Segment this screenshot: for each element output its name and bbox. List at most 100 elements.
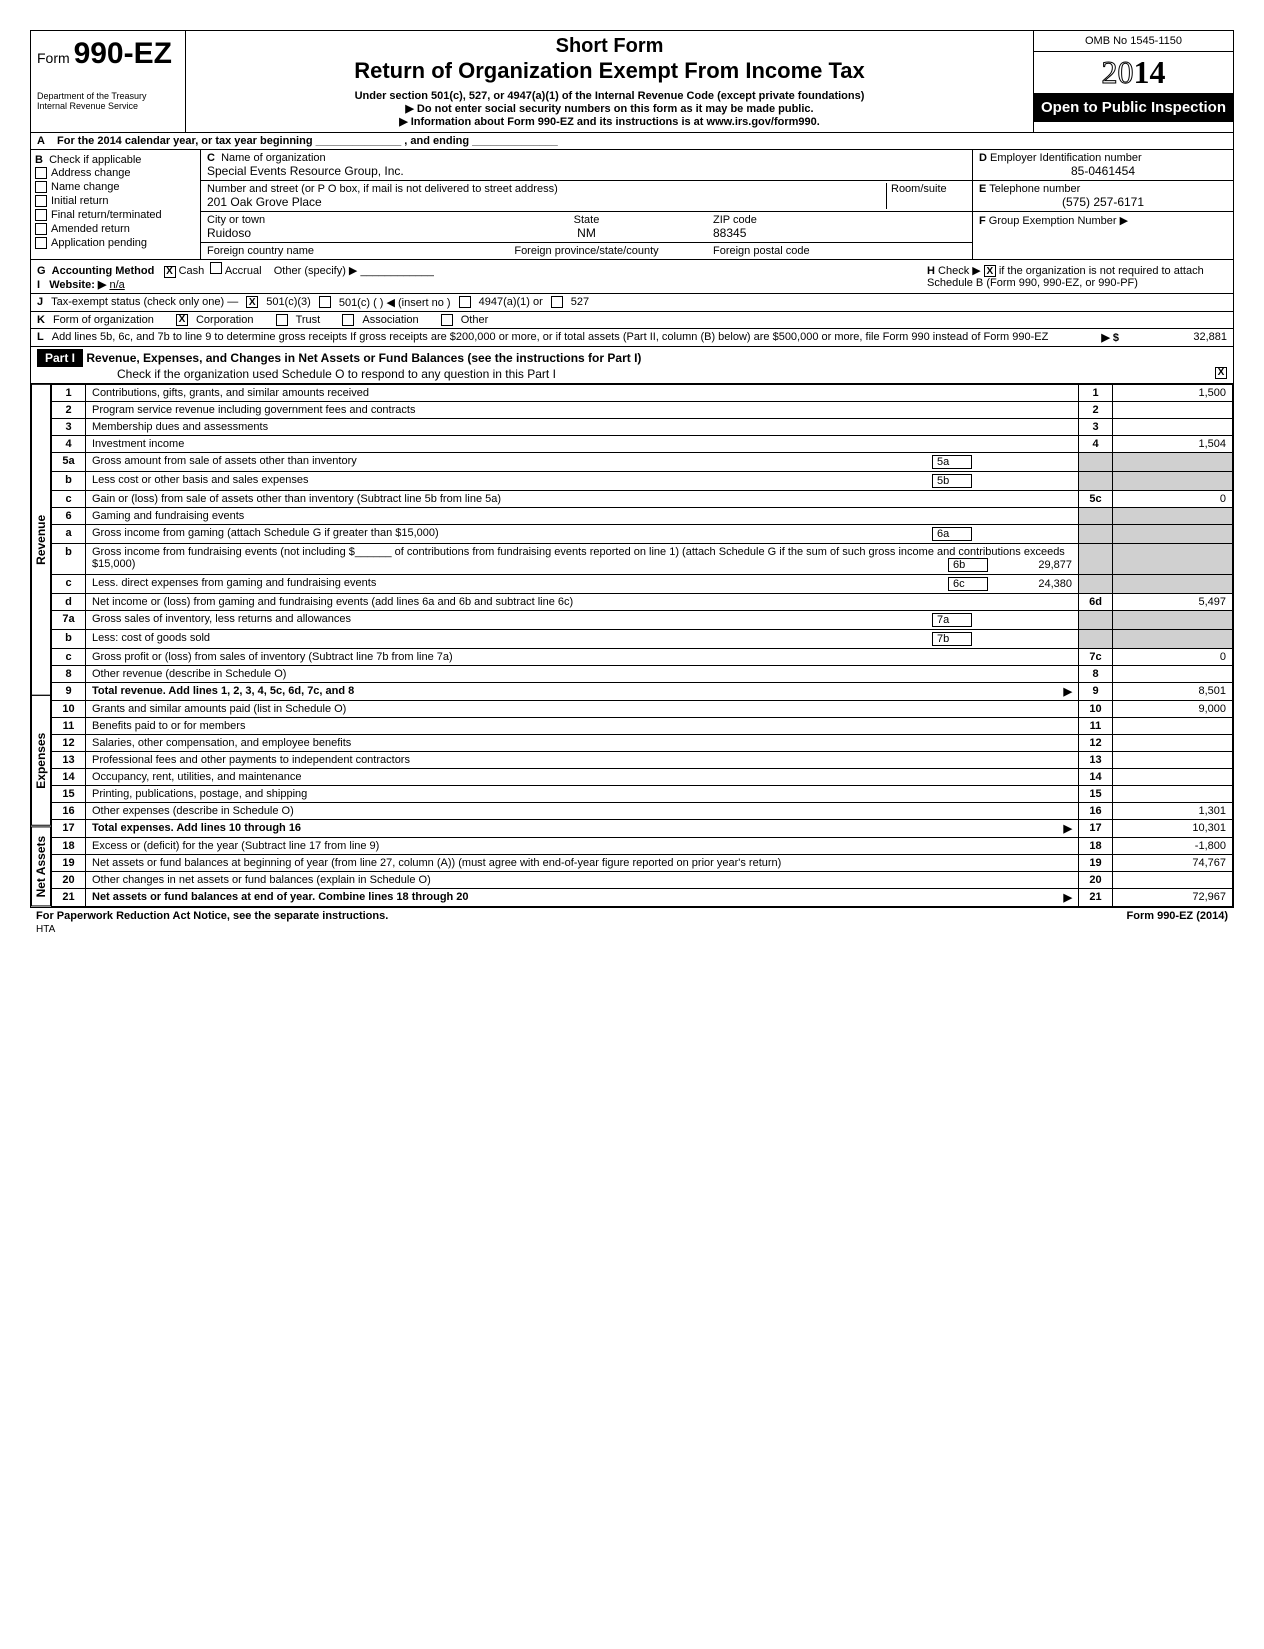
subtitle: Under section 501(c), 527, or 4947(a)(1)… bbox=[194, 90, 1025, 102]
foreign-postal-label: Foreign postal code bbox=[713, 245, 966, 257]
header-center: Short Form Return of Organization Exempt… bbox=[186, 31, 1033, 132]
g-label: Accounting Method bbox=[52, 265, 155, 277]
cb-app-pending[interactable]: Application pending bbox=[35, 236, 196, 250]
l-value: 32,881 bbox=[1127, 331, 1227, 343]
line-12: 12Salaries, other compensation, and empl… bbox=[52, 734, 1233, 751]
addr-label: Number and street (or P O box, if mail i… bbox=[207, 183, 558, 195]
line-1: 1Contributions, gifts, grants, and simil… bbox=[52, 384, 1233, 401]
footer-right: Form 990-EZ (2014) bbox=[1127, 910, 1228, 922]
line-11: 11Benefits paid to or for members11 bbox=[52, 717, 1233, 734]
zip: 88345 bbox=[713, 226, 746, 240]
room-label: Room/suite bbox=[886, 183, 966, 209]
cb-corp[interactable]: X bbox=[176, 314, 188, 326]
state: NM bbox=[577, 226, 596, 240]
side-expenses: Expenses bbox=[31, 695, 51, 826]
cb-initial-return[interactable]: Initial return bbox=[35, 194, 196, 208]
city: Ruidoso bbox=[207, 226, 251, 240]
part1-header-row: Part I Revenue, Expenses, and Changes in… bbox=[31, 347, 1233, 384]
part1-label: Part I bbox=[37, 349, 83, 367]
cb-accrual[interactable] bbox=[210, 262, 222, 274]
cb-final-return[interactable]: Final return/terminated bbox=[35, 208, 196, 222]
line-6a: aGross income from gaming (attach Schedu… bbox=[52, 524, 1233, 543]
foreign-country-label: Foreign country name bbox=[207, 245, 460, 257]
row-j: J Tax-exempt status (check only one) — X… bbox=[31, 294, 1233, 312]
row-a-text: For the 2014 calendar year, or tax year … bbox=[57, 135, 558, 147]
return-title: Return of Organization Exempt From Incom… bbox=[194, 58, 1025, 84]
line-19: 19Net assets or fund balances at beginni… bbox=[52, 854, 1233, 871]
section-bcdef: B Check if applicable Address change Nam… bbox=[31, 150, 1233, 260]
line-6c: cLess. direct expenses from gaming and f… bbox=[52, 574, 1233, 593]
cb-address-change[interactable]: Address change bbox=[35, 166, 196, 180]
line-3: 3Membership dues and assessments3 bbox=[52, 418, 1233, 435]
part1-title: Revenue, Expenses, and Changes in Net As… bbox=[86, 351, 641, 365]
line-14: 14Occupancy, rent, utilities, and mainte… bbox=[52, 768, 1233, 785]
form-number-text: 990-EZ bbox=[74, 37, 172, 70]
row-g: G Accounting Method X Cash Accrual Other… bbox=[31, 260, 1233, 294]
instr2: ▶ Information about Form 990-EZ and its … bbox=[194, 115, 1025, 128]
line-6b: bGross income from fundraising events (n… bbox=[52, 543, 1233, 574]
form-header: Form 990-EZ Department of the Treasury I… bbox=[31, 31, 1233, 133]
telephone: (575) 257-6171 bbox=[979, 195, 1227, 209]
footer-hta: HTA bbox=[30, 924, 1234, 935]
dept-text: Department of the Treasury Internal Reve… bbox=[37, 71, 179, 111]
line-6d: dNet income or (loss) from gaming and fu… bbox=[52, 593, 1233, 610]
state-label: State bbox=[574, 214, 600, 226]
col-c: C Name of organization Special Events Re… bbox=[201, 150, 973, 259]
short-form-title: Short Form bbox=[194, 35, 1025, 58]
line-5a: 5aGross amount from sale of assets other… bbox=[52, 452, 1233, 471]
cb-trust[interactable] bbox=[276, 314, 288, 326]
line-18: 18Excess or (deficit) for the year (Subt… bbox=[52, 837, 1233, 854]
cb-4947[interactable] bbox=[459, 296, 471, 308]
city-label: City or town bbox=[207, 214, 265, 226]
cb-part1-scho[interactable]: X bbox=[1215, 367, 1227, 379]
cb-name-change[interactable]: Name change bbox=[35, 180, 196, 194]
lines-table: 1Contributions, gifts, grants, and simil… bbox=[51, 384, 1233, 907]
line-7a: 7aGross sales of inventory, less returns… bbox=[52, 610, 1233, 629]
ein: 85-0461454 bbox=[979, 164, 1227, 178]
org-name: Special Events Resource Group, Inc. bbox=[207, 164, 404, 178]
line-9: 9Total revenue. Add lines 1, 2, 3, 4, 5c… bbox=[52, 682, 1233, 700]
i-label: Website: ▶ bbox=[49, 279, 106, 291]
row-a: AFor the 2014 calendar year, or tax year… bbox=[31, 133, 1233, 150]
form-prefix: Form bbox=[37, 50, 70, 66]
line-5b: bLess cost or other basis and sales expe… bbox=[52, 471, 1233, 490]
line-15: 15Printing, publications, postage, and s… bbox=[52, 785, 1233, 802]
f-label: Group Exemption Number ▶ bbox=[989, 215, 1128, 227]
tax-year: 20201414 bbox=[1034, 52, 1233, 93]
cb-assoc[interactable] bbox=[342, 314, 354, 326]
header-right: OMB No 1545-1150 20201414 Open to Public… bbox=[1033, 31, 1233, 132]
line-6: 6Gaming and fundraising events bbox=[52, 507, 1233, 524]
open-to-public: Open to Public Inspection bbox=[1034, 93, 1233, 122]
lines-grid: Revenue Expenses Net Assets 1Contributio… bbox=[31, 384, 1233, 907]
form-990ez: Form 990-EZ Department of the Treasury I… bbox=[30, 30, 1234, 908]
line-17: 17Total expenses. Add lines 10 through 1… bbox=[52, 819, 1233, 837]
instr1: ▶ Do not enter social security numbers o… bbox=[194, 102, 1025, 115]
org-address: 201 Oak Grove Place bbox=[207, 195, 322, 209]
instr2-text: Information about Form 990-EZ and its in… bbox=[411, 116, 820, 128]
l-text: Add lines 5b, 6c, and 7b to line 9 to de… bbox=[52, 331, 1094, 343]
cb-527[interactable] bbox=[551, 296, 563, 308]
line-16: 16Other expenses (describe in Schedule O… bbox=[52, 802, 1233, 819]
line-4: 4Investment income41,504 bbox=[52, 435, 1233, 452]
cb-h[interactable]: X bbox=[984, 265, 996, 277]
cb-501c[interactable] bbox=[319, 296, 331, 308]
e-label: Telephone number bbox=[989, 183, 1080, 195]
omb-number: OMB No 1545-1150 bbox=[1034, 31, 1233, 52]
footer: For Paperwork Reduction Act Notice, see … bbox=[30, 908, 1234, 924]
line-5c: cGain or (loss) from sale of assets othe… bbox=[52, 490, 1233, 507]
line-7b: bLess: cost of goods sold7b bbox=[52, 629, 1233, 648]
line-7c: cGross profit or (loss) from sales of in… bbox=[52, 648, 1233, 665]
col-de: D Employer Identification number 85-0461… bbox=[973, 150, 1233, 259]
b-label: Check if applicable bbox=[49, 154, 141, 166]
cb-other-org[interactable] bbox=[441, 314, 453, 326]
part1-check-text: Check if the organization used Schedule … bbox=[37, 367, 556, 381]
cb-501c3[interactable]: X bbox=[246, 296, 258, 308]
col-b: B Check if applicable Address change Nam… bbox=[31, 150, 201, 259]
zip-label: ZIP code bbox=[713, 214, 757, 226]
cb-amended[interactable]: Amended return bbox=[35, 222, 196, 236]
cb-cash[interactable]: X bbox=[164, 266, 176, 278]
j-label: Tax-exempt status (check only one) — bbox=[51, 296, 238, 308]
foreign-prov-label: Foreign province/state/county bbox=[460, 245, 713, 257]
k-label: Form of organization bbox=[53, 314, 154, 326]
line-20: 20Other changes in net assets or fund ba… bbox=[52, 871, 1233, 888]
